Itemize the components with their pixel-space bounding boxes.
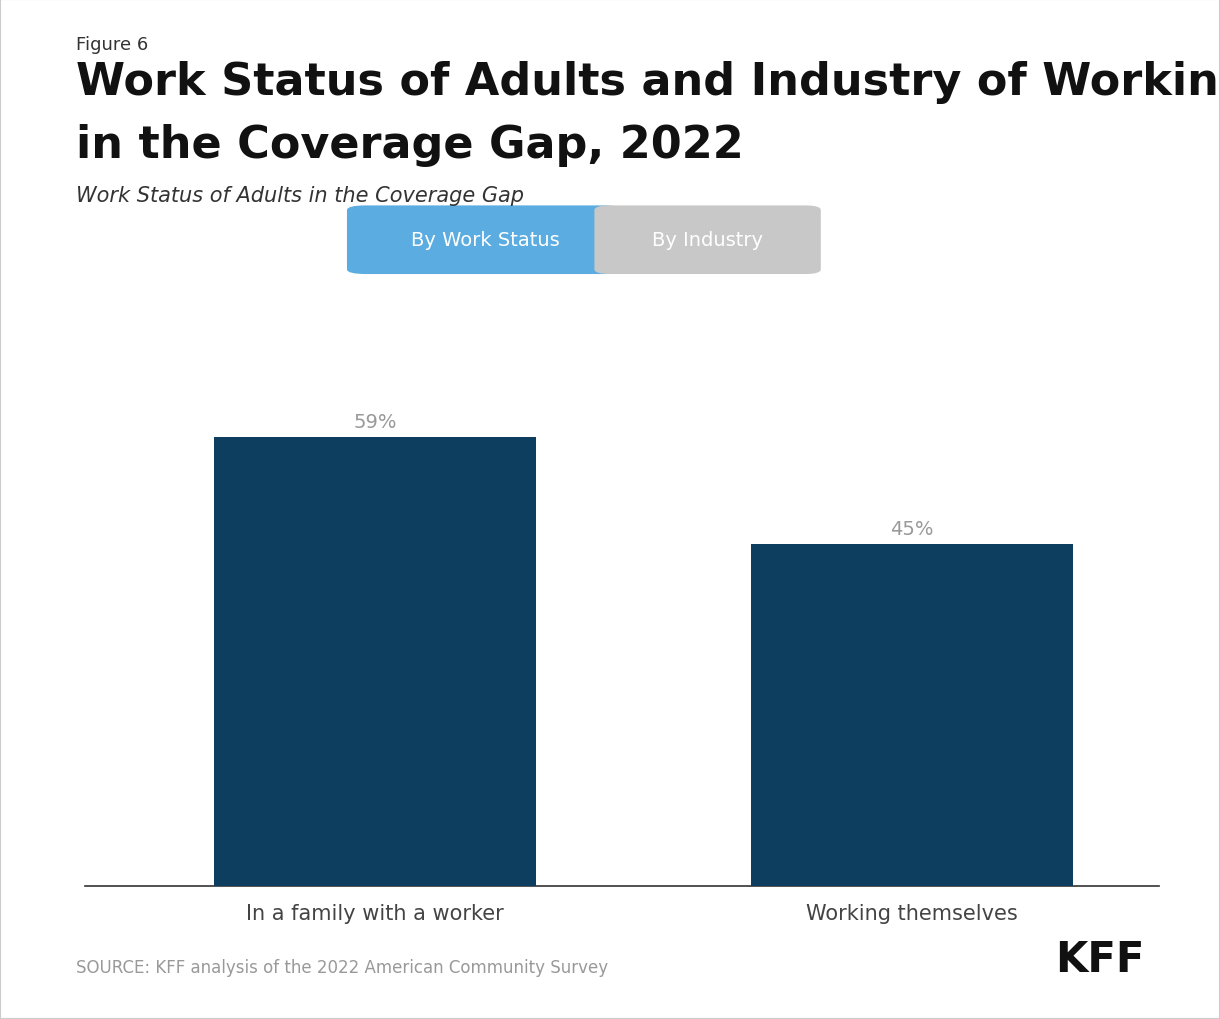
Text: Work Status of Adults in the Coverage Gap: Work Status of Adults in the Coverage Ga… — [76, 185, 523, 206]
Bar — [752, 544, 1074, 887]
Text: 59%: 59% — [354, 413, 396, 431]
Text: 45%: 45% — [891, 519, 933, 538]
FancyBboxPatch shape — [594, 206, 821, 275]
Text: Work Status of Adults and Industry of Working Adults: Work Status of Adults and Industry of Wo… — [76, 61, 1220, 104]
Text: KFF: KFF — [1055, 938, 1144, 980]
Bar — [215, 437, 537, 887]
Text: By Work Status: By Work Status — [411, 231, 559, 250]
Text: in the Coverage Gap, 2022: in the Coverage Gap, 2022 — [76, 124, 743, 167]
FancyBboxPatch shape — [346, 206, 623, 275]
Text: SOURCE: KFF analysis of the 2022 American Community Survey: SOURCE: KFF analysis of the 2022 America… — [76, 958, 608, 976]
Text: Figure 6: Figure 6 — [76, 36, 148, 54]
Text: By Industry: By Industry — [653, 231, 762, 250]
